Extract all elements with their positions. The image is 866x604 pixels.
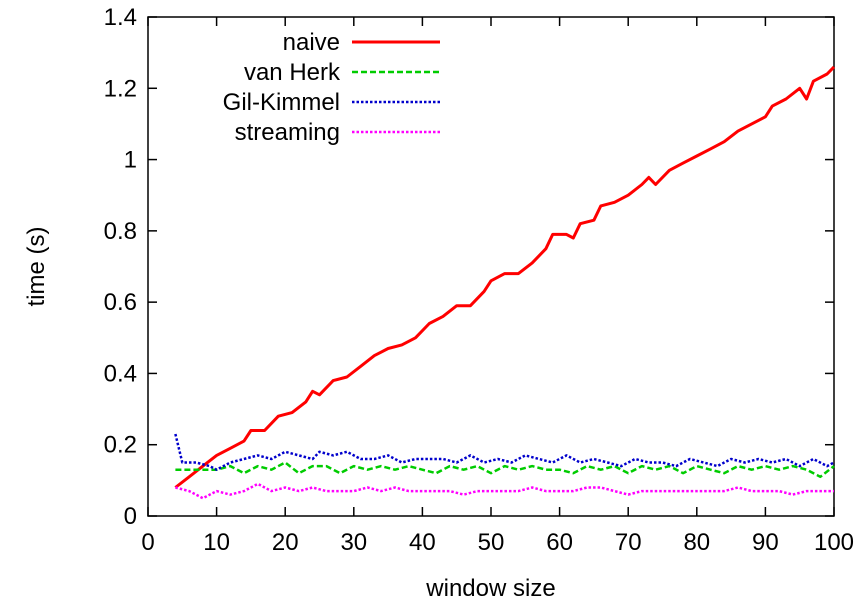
series-line-streaming xyxy=(175,482,834,500)
x-tick-label: 0 xyxy=(141,529,154,556)
x-tick-label: 70 xyxy=(615,529,642,556)
y-tick-label: 0.2 xyxy=(104,432,137,459)
y-tick-label: 1 xyxy=(124,147,137,174)
y-axis-label: time (s) xyxy=(23,227,50,307)
y-tick-label: 0.8 xyxy=(104,218,137,245)
legend-label: van Herk xyxy=(244,59,341,86)
legend-label: naive xyxy=(283,29,340,56)
x-tick-label: 20 xyxy=(272,529,299,556)
x-tick-label: 10 xyxy=(203,529,230,556)
x-tick-label: 40 xyxy=(409,529,436,556)
legend: naive van Herk Gil-Kimmel streaming xyxy=(223,29,440,146)
y-tick-label: 0 xyxy=(124,503,137,530)
series-line-van-herk xyxy=(175,461,835,479)
x-tick-label: 30 xyxy=(340,529,367,556)
legend-label: Gil-Kimmel xyxy=(223,89,340,116)
series-layer xyxy=(174,65,836,500)
x-tick-label: 80 xyxy=(683,529,710,556)
legend-label: streaming xyxy=(235,119,340,146)
axis-ticks: 0 10 20 30 40 50 60 70 80 90 100 0 0.2 0.4 0.6 0.8 1 1.2 1… xyxy=(104,4,854,556)
x-tick-label: 50 xyxy=(478,529,505,556)
y-tick-label: 1.2 xyxy=(104,75,137,102)
x-tick-label: 60 xyxy=(546,529,573,556)
x-tick-label: 100 xyxy=(814,529,854,556)
y-tick-label: 1.4 xyxy=(104,4,137,31)
series-line-gil-kimmel xyxy=(174,433,835,471)
y-tick-label: 0.6 xyxy=(104,289,137,316)
y-tick-label: 0.4 xyxy=(104,360,137,387)
series-line-naive xyxy=(174,65,836,489)
x-axis-label: window size xyxy=(425,575,555,602)
x-tick-label: 90 xyxy=(752,529,779,556)
